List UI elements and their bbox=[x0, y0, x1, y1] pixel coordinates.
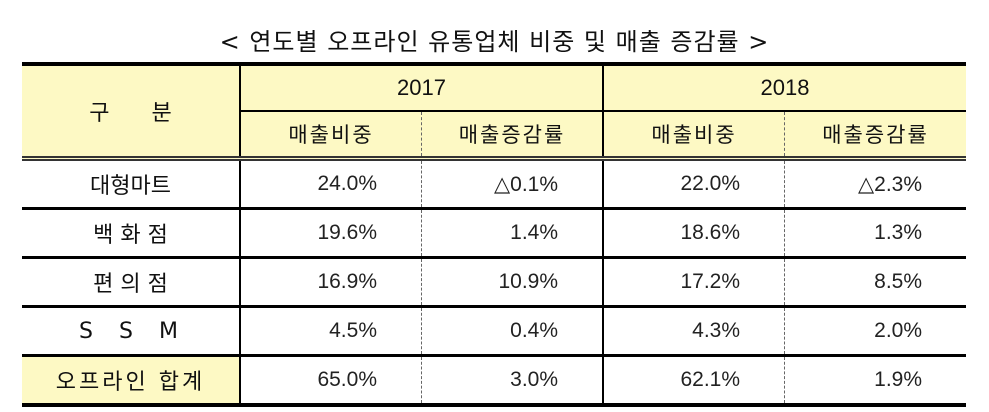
subheader-share-2017: 매출비중 bbox=[240, 111, 422, 161]
table-title: < 연도별 오프라인 유통업체 비중 및 매출 증감률 > bbox=[219, 28, 770, 56]
subheader-growth-2017: 매출증감률 bbox=[421, 111, 605, 161]
cell-growth-2018: 1.3% bbox=[784, 208, 967, 259]
year-header-2018: 2018 bbox=[603, 62, 967, 112]
cell-share-2018: 18.6% bbox=[603, 208, 786, 259]
table-row: 대형마트 24.0% △0.1% 22.0% △2.3% bbox=[22, 158, 967, 210]
cell-share-2017: 19.6% bbox=[240, 208, 422, 259]
cell-share-2018: 62.1% bbox=[603, 355, 786, 407]
subheader-share-2018: 매출비중 bbox=[603, 111, 786, 161]
cell-share-2017: 65.0% bbox=[240, 355, 422, 407]
cell-growth-2017: 1.4% bbox=[421, 208, 605, 259]
retail-share-table: 구분 2017 2018 매출비중 매출증감률 매출비중 매출증감률 대형마트 … bbox=[22, 62, 967, 407]
cell-share-2018: 22.0% bbox=[603, 158, 786, 210]
header-row-years: 구분 2017 2018 bbox=[22, 62, 967, 161]
cell-growth-2017: △0.1% bbox=[421, 158, 605, 210]
cell-growth-2018: △2.3% bbox=[784, 158, 967, 210]
subheader-growth-2018: 매출증감률 bbox=[784, 111, 967, 161]
cell-growth-2017: 0.4% bbox=[421, 306, 605, 357]
cell-growth-2018: 2.0% bbox=[784, 306, 967, 357]
category-header: 구분 bbox=[22, 62, 241, 161]
header-row-metrics: 매출비중 매출증감률 매출비중 매출증감률 bbox=[22, 111, 967, 161]
cell-growth-2017: 3.0% bbox=[421, 355, 605, 407]
row-label: S S M bbox=[22, 306, 241, 357]
cell-growth-2017: 10.9% bbox=[421, 257, 605, 308]
cell-growth-2018: 1.9% bbox=[784, 355, 967, 407]
cell-growth-2018: 8.5% bbox=[784, 257, 967, 308]
table-row: S S M 4.5% 0.4% 4.3% 2.0% bbox=[22, 306, 967, 357]
row-label-total: 오프라인 합계 bbox=[22, 355, 241, 407]
row-label: 백 화 점 bbox=[22, 208, 241, 259]
cell-share-2018: 4.3% bbox=[603, 306, 786, 357]
cell-share-2017: 16.9% bbox=[240, 257, 422, 308]
cell-share-2017: 4.5% bbox=[240, 306, 422, 357]
table-row: 편 의 점 16.9% 10.9% 17.2% 8.5% bbox=[22, 257, 967, 308]
table-row-total: 오프라인 합계 65.0% 3.0% 62.1% 1.9% bbox=[22, 355, 967, 407]
year-header-2017: 2017 bbox=[240, 62, 605, 112]
cell-share-2018: 17.2% bbox=[603, 257, 786, 308]
row-label: 대형마트 bbox=[22, 158, 241, 210]
table-row: 백 화 점 19.6% 1.4% 18.6% 1.3% bbox=[22, 208, 967, 259]
cell-share-2017: 24.0% bbox=[240, 158, 422, 210]
row-label: 편 의 점 bbox=[22, 257, 241, 308]
